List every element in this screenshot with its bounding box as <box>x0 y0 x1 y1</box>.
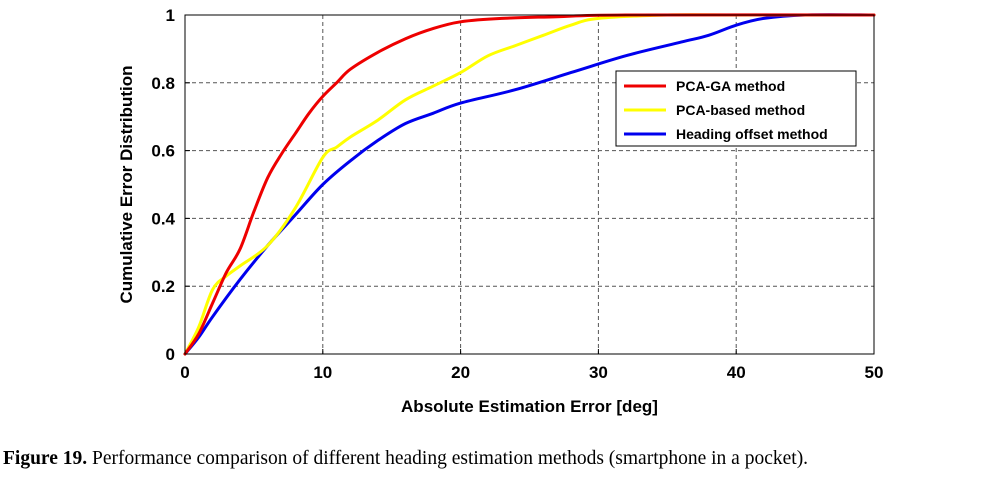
x-tick-label: 20 <box>451 363 470 382</box>
x-axis-label: Absolute Estimation Error [deg] <box>401 397 658 416</box>
legend: PCA-GA method PCA-based method Heading off… <box>615 70 857 147</box>
legend-entry: PCA-GA method <box>676 78 785 94</box>
legend-entry: PCA-based method <box>676 102 805 118</box>
grid <box>185 15 874 354</box>
y-tick-label: 0.8 <box>151 74 175 93</box>
y-axis-label: Cumulative Error Distribution <box>117 65 136 303</box>
figure-caption: Figure 19. Performance comparison of dif… <box>3 448 1003 470</box>
y-tick-label: 1 <box>166 6 175 25</box>
y-ticks: 0 0.2 0.4 0.6 0.8 1 <box>151 6 190 364</box>
plot-frame <box>184 14 875 355</box>
x-tick-label: 10 <box>313 363 332 382</box>
y-tick-label: 0.2 <box>151 277 175 296</box>
x-tick-label: 0 <box>180 363 189 382</box>
y-tick-label: 0.6 <box>151 142 175 161</box>
series-line-2 <box>183 13 876 356</box>
figure-caption-text: Performance comparison of different head… <box>87 448 809 469</box>
series-line-0 <box>183 13 876 356</box>
x-tick-label: 30 <box>589 363 608 382</box>
y-tick-label: 0 <box>166 345 175 364</box>
x-ticks: 0 10 20 30 40 50 <box>180 349 883 382</box>
series-lines <box>183 13 876 356</box>
chart: 0 10 20 30 40 50 0 0.2 0.4 0.6 0.8 1 Absolute Esti… <box>117 6 883 416</box>
legend-entry: Heading offset method <box>676 126 828 142</box>
series-line-1 <box>183 13 876 356</box>
x-tick-label: 50 <box>865 363 884 382</box>
x-tick-label: 40 <box>727 363 746 382</box>
figure-label: Figure 19. <box>3 448 88 469</box>
y-tick-label: 0.4 <box>151 209 175 228</box>
